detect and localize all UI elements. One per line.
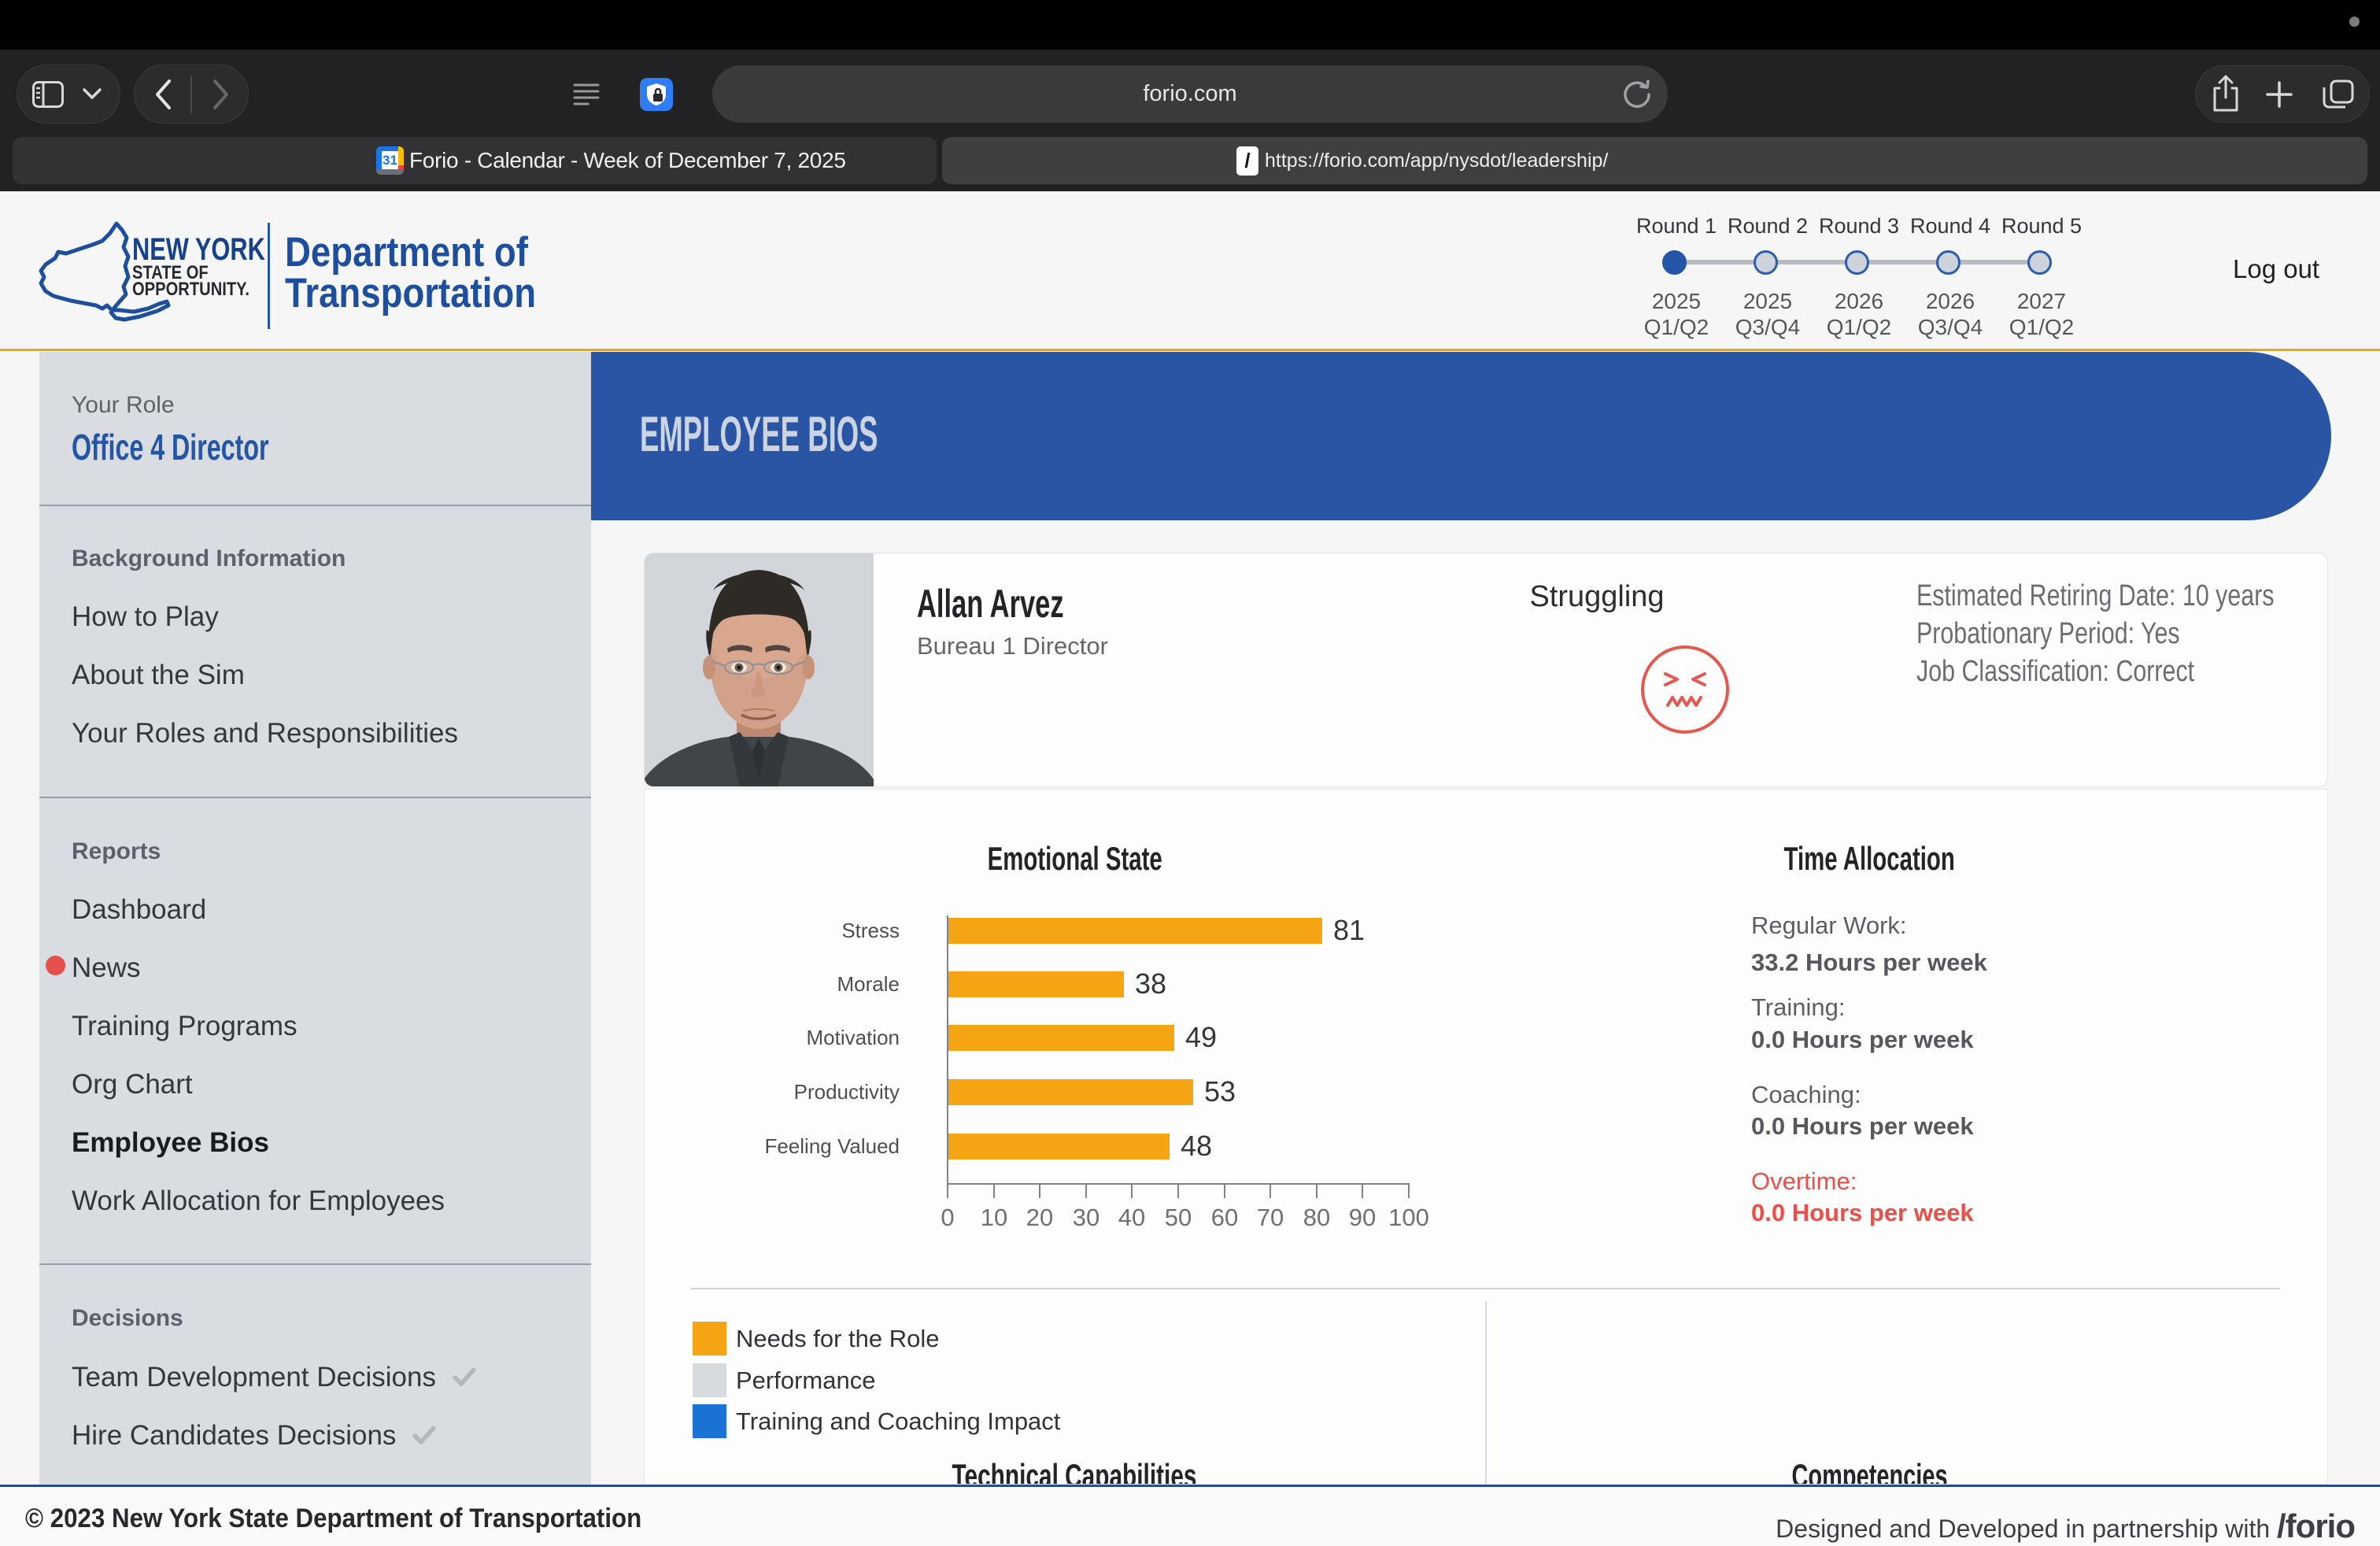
svg-text:60: 60: [1211, 1204, 1238, 1231]
svg-text:80: 80: [1303, 1204, 1330, 1231]
svg-text:20: 20: [1026, 1204, 1053, 1231]
svg-text:70: 70: [1257, 1204, 1284, 1231]
svg-text:30: 30: [1073, 1204, 1099, 1231]
svg-text:90: 90: [1349, 1204, 1376, 1231]
svg-text:10: 10: [981, 1204, 1007, 1231]
svg-text:0: 0: [941, 1204, 954, 1231]
svg-text:48: 48: [1181, 1130, 1212, 1162]
svg-text:49: 49: [1185, 1021, 1217, 1053]
svg-text:53: 53: [1204, 1075, 1236, 1108]
svg-text:40: 40: [1118, 1204, 1145, 1231]
svg-text:81: 81: [1333, 914, 1365, 946]
svg-text:50: 50: [1165, 1204, 1192, 1231]
svg-text:38: 38: [1135, 967, 1166, 1000]
svg-text:Productivity: Productivity: [794, 1080, 900, 1104]
svg-text:Stress: Stress: [841, 919, 900, 942]
svg-text:100: 100: [1388, 1204, 1429, 1231]
svg-text:Motivation: Motivation: [807, 1026, 900, 1049]
svg-text:Morale: Morale: [837, 972, 900, 996]
svg-text:Feeling Valued: Feeling Valued: [764, 1134, 900, 1158]
